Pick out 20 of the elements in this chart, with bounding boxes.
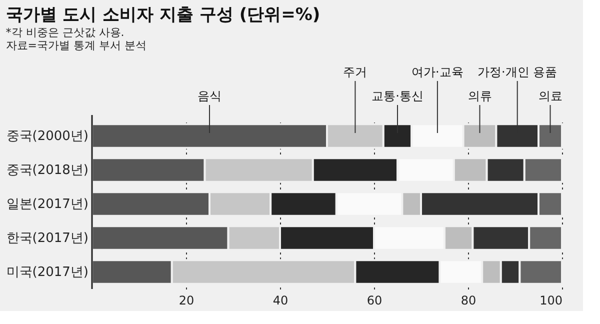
text: 주거 [343,65,368,79]
x-tick-label: 80 [460,294,476,308]
text: *각 비중은 근삿값 사용. [6,26,124,39]
y-tick-label: 미국(2017년) [6,265,88,280]
x-tick-label: 60 [366,294,382,308]
x-tick-label: 20 [178,294,194,308]
text: 가정·개인 용품 [478,65,558,79]
text: 교통·통신 [372,89,424,103]
x-tick-label: 100 [540,294,562,308]
y-tick-label: 중국(2000년) [6,129,88,144]
y-tick-label: 중국(2018년) [6,163,88,178]
text: 자료=국가별 통계 부서 분석 [6,39,146,52]
series-label: 의류 [468,89,492,103]
y-tick-label: 한국(2017년) [6,231,88,246]
y-tick-label: 일본(2017년) [6,197,88,212]
x-tick-label: 40 [272,294,288,308]
chart-title: 국가별 도시 소비자 지출 구성 (단위=%) [6,5,320,25]
series-label: 의료 [538,89,562,103]
text: 여가·교육 [412,65,464,79]
series-label: 음식 [198,89,222,103]
